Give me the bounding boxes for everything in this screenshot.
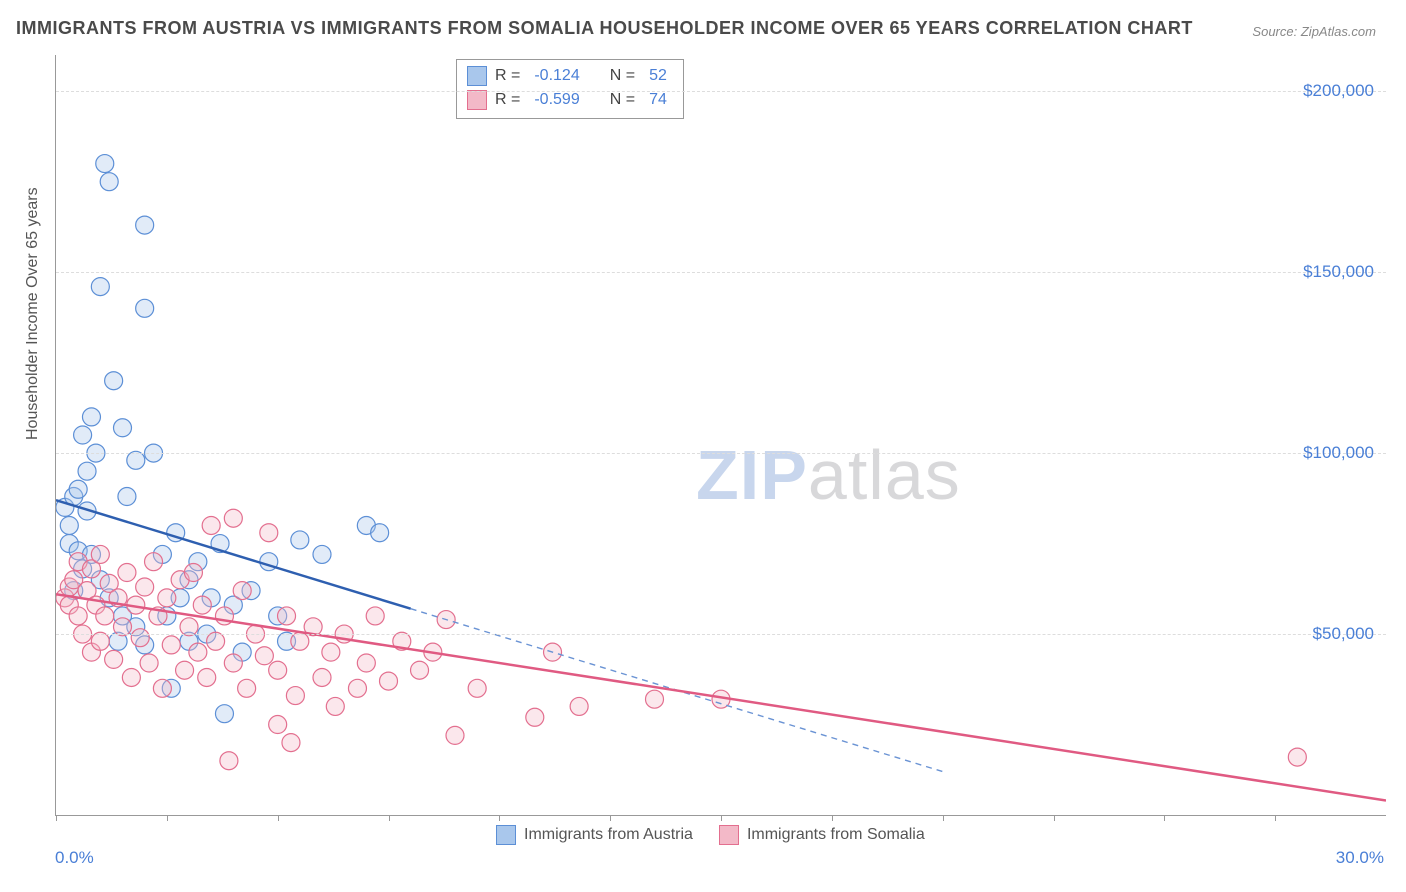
data-point-somalia xyxy=(189,643,207,661)
data-point-somalia xyxy=(91,545,109,563)
data-point-austria xyxy=(313,545,331,563)
series-legend: Immigrants from Austria Immigrants from … xyxy=(496,825,925,845)
data-point-somalia xyxy=(96,607,114,625)
data-point-somalia xyxy=(176,661,194,679)
legend-label-austria: Immigrants from Austria xyxy=(524,826,693,844)
data-point-somalia xyxy=(193,596,211,614)
data-point-somalia xyxy=(282,734,300,752)
y-tick-label: $50,000 xyxy=(1313,624,1374,644)
data-point-somalia xyxy=(646,690,664,708)
x-axis-max-label: 30.0% xyxy=(1336,848,1384,868)
data-point-somalia xyxy=(158,589,176,607)
x-tick xyxy=(389,815,390,821)
data-point-somalia xyxy=(233,582,251,600)
data-point-somalia xyxy=(278,607,296,625)
x-tick xyxy=(278,815,279,821)
swatch-austria-icon xyxy=(496,825,516,845)
data-point-somalia xyxy=(446,726,464,744)
data-point-somalia xyxy=(286,687,304,705)
data-point-somalia xyxy=(122,668,140,686)
x-tick xyxy=(56,815,57,821)
gridline-h xyxy=(56,272,1386,273)
gridline-h xyxy=(56,91,1386,92)
legend-item-somalia: Immigrants from Somalia xyxy=(719,825,925,845)
data-point-somalia xyxy=(145,553,163,571)
data-point-somalia xyxy=(313,668,331,686)
data-point-somalia xyxy=(411,661,429,679)
x-tick xyxy=(167,815,168,821)
data-point-austria xyxy=(60,516,78,534)
source-label: Source: xyxy=(1252,24,1297,39)
data-point-somalia xyxy=(366,607,384,625)
x-tick xyxy=(832,815,833,821)
x-tick xyxy=(499,815,500,821)
gridline-h xyxy=(56,634,1386,635)
data-point-austria xyxy=(136,299,154,317)
data-point-austria xyxy=(100,173,118,191)
data-point-somalia xyxy=(260,524,278,542)
y-tick-label: $200,000 xyxy=(1303,81,1374,101)
x-axis-min-label: 0.0% xyxy=(55,848,94,868)
data-point-somalia xyxy=(136,578,154,596)
source-value: ZipAtlas.com xyxy=(1301,24,1376,39)
data-point-austria xyxy=(91,278,109,296)
source-attribution: Source: ZipAtlas.com xyxy=(1252,24,1376,39)
data-point-austria xyxy=(78,462,96,480)
data-point-somalia xyxy=(238,679,256,697)
data-point-somalia xyxy=(140,654,158,672)
data-point-somalia xyxy=(255,647,273,665)
data-point-somalia xyxy=(224,509,242,527)
data-point-austria xyxy=(114,419,132,437)
data-point-somalia xyxy=(380,672,398,690)
data-point-austria xyxy=(69,480,87,498)
data-point-somalia xyxy=(202,516,220,534)
data-point-austria xyxy=(136,216,154,234)
data-point-somalia xyxy=(357,654,375,672)
data-point-austria xyxy=(74,426,92,444)
swatch-somalia-icon xyxy=(719,825,739,845)
y-tick-label: $150,000 xyxy=(1303,262,1374,282)
x-tick xyxy=(721,815,722,821)
data-point-somalia xyxy=(526,708,544,726)
legend-label-somalia: Immigrants from Somalia xyxy=(747,826,925,844)
x-tick xyxy=(943,815,944,821)
data-point-somalia xyxy=(348,679,366,697)
data-point-somalia xyxy=(153,679,171,697)
data-point-somalia xyxy=(184,564,202,582)
x-tick xyxy=(1164,815,1165,821)
data-point-austria xyxy=(371,524,389,542)
data-point-somalia xyxy=(468,679,486,697)
data-point-somalia xyxy=(326,697,344,715)
data-point-austria xyxy=(82,408,100,426)
data-point-somalia xyxy=(224,654,242,672)
x-tick xyxy=(1054,815,1055,821)
data-point-austria xyxy=(105,372,123,390)
data-point-austria xyxy=(291,531,309,549)
data-point-somalia xyxy=(118,564,136,582)
plot-area: ZIPatlas R = -0.124 N = 52 R = -0.599 N … xyxy=(55,55,1386,816)
data-point-somalia xyxy=(198,668,216,686)
data-point-somalia xyxy=(1288,748,1306,766)
x-tick xyxy=(610,815,611,821)
gridline-h xyxy=(56,453,1386,454)
data-point-somalia xyxy=(269,716,287,734)
data-point-somalia xyxy=(269,661,287,679)
plot-svg xyxy=(56,55,1386,815)
data-point-somalia xyxy=(131,629,149,647)
data-point-austria xyxy=(118,488,136,506)
data-point-austria xyxy=(215,705,233,723)
data-point-somalia xyxy=(322,643,340,661)
data-point-somalia xyxy=(220,752,238,770)
chart-title: IMMIGRANTS FROM AUSTRIA VS IMMIGRANTS FR… xyxy=(16,18,1193,39)
data-point-somalia xyxy=(69,607,87,625)
legend-item-austria: Immigrants from Austria xyxy=(496,825,693,845)
data-point-austria xyxy=(96,155,114,173)
data-point-somalia xyxy=(570,697,588,715)
trend-line xyxy=(56,594,1386,800)
y-axis-title: Householder Income Over 65 years xyxy=(24,187,42,440)
x-tick xyxy=(1275,815,1276,821)
data-point-somalia xyxy=(105,650,123,668)
data-point-somalia xyxy=(162,636,180,654)
y-tick-label: $100,000 xyxy=(1303,443,1374,463)
